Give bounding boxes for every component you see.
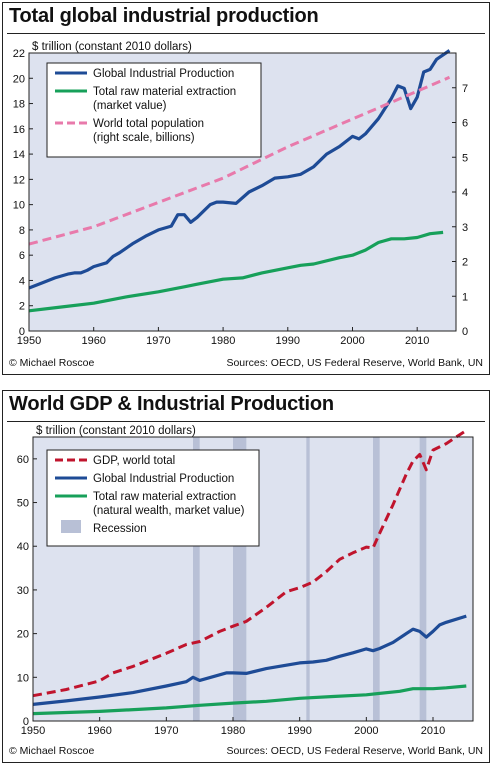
industrial-production-chart: $ trillion (constant 2010 dollars) 0 2 4 6 8 1… xyxy=(13,41,468,347)
legend-label-recession: Recession xyxy=(93,523,147,535)
legend-label-1: Global Industrial Production xyxy=(93,473,234,485)
legend-box xyxy=(46,62,262,158)
y2-tick-label: 1 xyxy=(462,291,468,303)
series-line-1 xyxy=(28,230,444,313)
x-tick-label: 2000 xyxy=(340,335,364,347)
gdp-industrial-panel: World GDP & Industrial Production $ tril… xyxy=(2,390,490,763)
x-tick-label: 1970 xyxy=(146,335,170,347)
legend-label-0: Global Industrial Production xyxy=(93,68,234,80)
y-tick-label: 20 xyxy=(17,629,29,641)
chart-title: Total global industrial production xyxy=(9,5,319,27)
y2-tick-label: 0 xyxy=(462,326,468,338)
y-tick-label: 2 xyxy=(19,301,25,313)
chart-title: World GDP & Industrial Production xyxy=(9,393,334,415)
recession-band xyxy=(419,437,427,721)
y-tick-label: 50 xyxy=(17,498,29,510)
y-tick-label: 4 xyxy=(19,275,25,287)
plot-frame xyxy=(28,52,457,332)
x-tick-label: 1990 xyxy=(287,725,311,737)
legend-label-2: World total population xyxy=(93,118,204,130)
y-tick-label: 6 xyxy=(19,250,25,262)
y-axis-label: $ trillion (constant 2010 dollars) xyxy=(32,41,192,53)
title-rule xyxy=(7,33,485,34)
legend-label-1: (market value) xyxy=(93,100,167,112)
y2-tick-label: 7 xyxy=(462,83,468,95)
y-tick-label: 30 xyxy=(17,585,29,597)
y2-tick-label: 6 xyxy=(462,118,468,130)
legend-label-2: (natural wealth, market value) xyxy=(93,505,245,517)
x-tick-label: 2010 xyxy=(405,335,429,347)
x-tick-label: 1980 xyxy=(211,335,235,347)
legend-label-0: GDP, world total xyxy=(93,455,175,467)
y-tick-label: 0 xyxy=(23,716,29,728)
y-tick-label: 12 xyxy=(13,174,25,186)
gdp-industrial-chart: $ trillion (constant 2010 dollars) 0 10 20 3… xyxy=(17,425,474,737)
x-tick-label: 2010 xyxy=(421,725,445,737)
y2-tick-label: 3 xyxy=(462,222,468,234)
y-tick-label: 22 xyxy=(13,48,25,60)
legend-label-2: Total raw material extraction xyxy=(93,491,236,503)
y-tick-label: 60 xyxy=(17,454,29,466)
x-tick-label: 1950 xyxy=(17,335,41,347)
series-line-2 xyxy=(28,75,451,246)
y-tick-label: 18 xyxy=(13,99,25,111)
plot-frame xyxy=(32,436,474,722)
y-tick-label: 0 xyxy=(19,326,25,338)
y-tick-label: 10 xyxy=(13,200,25,212)
legend-label-1: Total raw material extraction xyxy=(93,86,236,98)
credit-sources: Sources: OECD, US Federal Reserve, World… xyxy=(226,357,483,369)
credit-author: © Michael Roscoe xyxy=(9,745,95,757)
series-line-0 xyxy=(28,49,451,290)
y-tick-label: 10 xyxy=(17,672,29,684)
y-tick-label: 40 xyxy=(17,541,29,553)
y2-tick-label: 4 xyxy=(462,187,468,199)
y-axis-label: $ trillion (constant 2010 dollars) xyxy=(36,425,196,437)
recession-band xyxy=(193,437,200,721)
recession-band xyxy=(306,437,310,721)
y-tick-label: 14 xyxy=(13,149,25,161)
industrial-production-panel: Total global industrial production $ tri… xyxy=(2,2,490,375)
x-tick-label: 1960 xyxy=(87,725,111,737)
legend-label-2: (right scale, billions) xyxy=(93,132,195,144)
x-tick-label: 1960 xyxy=(81,335,105,347)
series-line-1 xyxy=(32,614,467,706)
series-line-0 xyxy=(32,429,468,698)
x-tick-label: 1990 xyxy=(276,335,300,347)
title-rule xyxy=(7,421,485,422)
x-tick-label: 2000 xyxy=(354,725,378,737)
y-tick-label: 16 xyxy=(13,124,25,136)
legend-box xyxy=(46,449,260,547)
x-tick-label: 1980 xyxy=(221,725,245,737)
y2-tick-label: 2 xyxy=(462,257,468,269)
recession-band xyxy=(373,437,380,721)
x-tick-label: 1950 xyxy=(21,725,45,737)
credit-sources: Sources: OECD, US Federal Reserve, World… xyxy=(226,745,483,757)
legend-swatch-recession xyxy=(61,520,81,533)
x-tick-label: 1970 xyxy=(154,725,178,737)
y-tick-label: 8 xyxy=(19,225,25,237)
y-tick-label: 20 xyxy=(13,73,25,85)
credit-author: © Michael Roscoe xyxy=(9,357,95,369)
y2-tick-label: 5 xyxy=(462,152,468,164)
series-line-2 xyxy=(32,684,467,716)
